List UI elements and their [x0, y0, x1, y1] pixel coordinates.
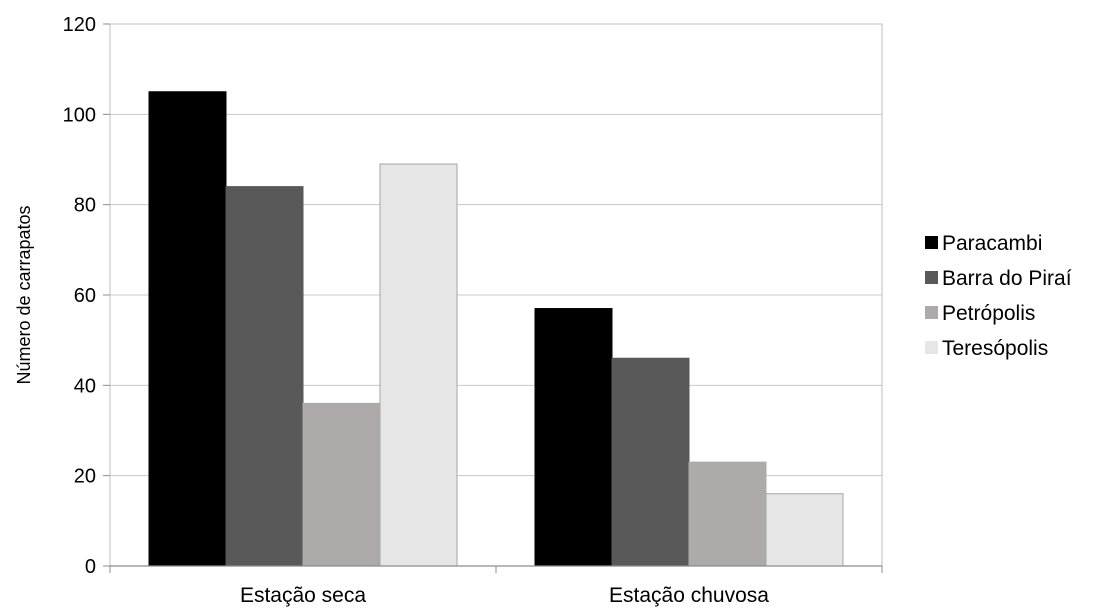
y-tick-label: 40	[74, 375, 96, 397]
bar-teres-polis-0	[379, 163, 458, 567]
bar-barra-do-pira--0	[225, 186, 304, 567]
bar-petr-polis-1	[688, 461, 767, 567]
category-label: Estação chuvosa	[609, 584, 769, 607]
legend-swatch	[925, 306, 938, 319]
y-tick-labels: 0 20 40 60 80 100 120	[63, 14, 110, 578]
y-tick-label: 100	[63, 104, 96, 126]
legend-label: Barra do Piraí	[942, 267, 1072, 290]
legend-swatch	[925, 341, 938, 354]
legend-label: Paracambi	[942, 232, 1042, 255]
legend-swatch	[925, 271, 938, 284]
y-axis-title: Número de carrapatos	[14, 205, 34, 384]
bars	[148, 91, 844, 567]
bar-paracambi-1	[534, 308, 613, 567]
legend-label: Petrópolis	[942, 302, 1035, 325]
y-tick-label: 20	[74, 466, 96, 488]
category-labels: Estação seca Estação chuvosa	[109, 566, 883, 607]
bar-petr-polis-0	[302, 402, 381, 567]
y-tick-label: 120	[63, 14, 96, 36]
y-tick-label: 80	[74, 195, 96, 217]
bar-barra-do-pira--1	[611, 357, 690, 567]
y-tick-label: 0	[85, 556, 96, 578]
legend-label: Teresópolis	[942, 337, 1048, 360]
bar-teres-polis-1	[765, 493, 844, 567]
bar-paracambi-0	[148, 91, 227, 567]
category-label: Estação seca	[240, 584, 366, 607]
legend: Paracambi Barra do Piraí Petrópolis Teresóp…	[925, 232, 1072, 360]
y-tick-label: 60	[74, 285, 96, 307]
legend-swatch	[925, 236, 938, 249]
